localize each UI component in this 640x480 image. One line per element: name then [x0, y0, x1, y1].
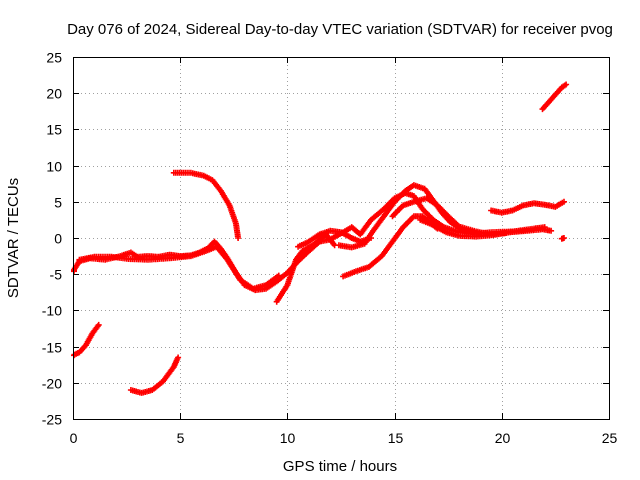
x-tick-label: 25 — [602, 430, 618, 446]
x-tick-label: 15 — [388, 430, 404, 446]
y-tick-label: -5 — [50, 267, 63, 283]
x-tick-label: 5 — [177, 430, 185, 446]
y-tick-label: 25 — [46, 50, 62, 66]
data-point — [275, 272, 282, 279]
x-tick-label: 20 — [495, 430, 511, 446]
tick-labels: 0 5 10 15 20 25 -25 -20 -15 -10 -5 0 5 10 15 20 25 — [42, 50, 618, 447]
series-arc-14 — [558, 235, 567, 242]
series-arc-12 — [488, 198, 567, 216]
y-tick-label: -10 — [42, 303, 62, 319]
y-axis-label: SDTVAR / TECUs — [5, 178, 22, 298]
data-point — [175, 354, 182, 361]
y-tick-label: 15 — [46, 122, 62, 138]
chart-title: Day 076 of 2024, Sidereal Day-to-day VTE… — [67, 21, 613, 38]
y-tick-label: 20 — [46, 86, 62, 102]
grid — [73, 57, 609, 419]
series-arc-9 — [335, 182, 484, 251]
series-arc-3 — [76, 243, 282, 292]
series-arc-7 — [295, 227, 374, 250]
y-tick-label: 5 — [54, 195, 62, 211]
data-point — [561, 198, 567, 205]
y-tick-label: 10 — [46, 159, 62, 175]
x-axis-label: GPS time / hours — [283, 458, 397, 475]
x-tick-label: 0 — [70, 430, 78, 446]
data-point — [548, 227, 555, 234]
data-marks — [71, 81, 570, 396]
series-arc-1 — [71, 321, 102, 359]
data-point — [235, 235, 242, 241]
series-arc-4 — [170, 169, 242, 241]
y-tick-label: -15 — [42, 340, 62, 356]
data-point — [95, 321, 102, 328]
series-arc-11 — [417, 216, 555, 240]
y-tick-label: -25 — [42, 412, 62, 428]
series-arc-5 — [127, 354, 182, 396]
y-tick-label: -20 — [42, 376, 62, 392]
y-tick-label: 0 — [54, 231, 62, 247]
data-point — [561, 235, 567, 241]
data-point — [563, 81, 570, 88]
series-arc-13 — [539, 81, 570, 113]
x-tick-label: 10 — [280, 430, 296, 446]
plot-frame — [73, 57, 610, 420]
